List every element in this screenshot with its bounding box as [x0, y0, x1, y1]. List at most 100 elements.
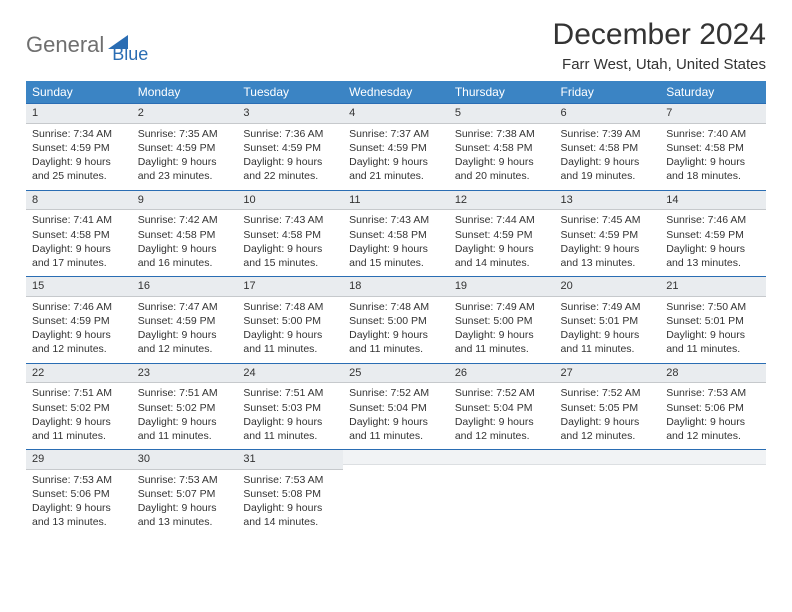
- sunset-line: Sunset: 4:59 PM: [138, 141, 232, 155]
- calendar-cell-empty: [660, 448, 766, 535]
- calendar-cell: 26Sunrise: 7:52 AMSunset: 5:04 PMDayligh…: [449, 362, 555, 449]
- calendar-cell: 24Sunrise: 7:51 AMSunset: 5:03 PMDayligh…: [237, 362, 343, 449]
- day-details: Sunrise: 7:51 AMSunset: 5:03 PMDaylight:…: [237, 383, 343, 447]
- sunset-line: Sunset: 4:59 PM: [243, 141, 337, 155]
- weekday-header: Friday: [555, 81, 661, 103]
- day-details: Sunrise: 7:38 AMSunset: 4:58 PMDaylight:…: [449, 124, 555, 188]
- sunset-line: Sunset: 4:58 PM: [32, 228, 126, 242]
- day-number: 14: [660, 190, 766, 211]
- sunset-line: Sunset: 4:59 PM: [666, 228, 760, 242]
- calendar-cell-empty: [449, 448, 555, 535]
- daylight-line: Daylight: 9 hours and 21 minutes.: [349, 155, 443, 183]
- daylight-line: Daylight: 9 hours and 22 minutes.: [243, 155, 337, 183]
- calendar-cell: 12Sunrise: 7:44 AMSunset: 4:59 PMDayligh…: [449, 189, 555, 276]
- brand-part2: Blue: [112, 44, 148, 65]
- daylight-line: Daylight: 9 hours and 18 minutes.: [666, 155, 760, 183]
- sunset-line: Sunset: 5:00 PM: [243, 314, 337, 328]
- sunrise-line: Sunrise: 7:53 AM: [32, 473, 126, 487]
- sunrise-line: Sunrise: 7:50 AM: [666, 300, 760, 314]
- sunrise-line: Sunrise: 7:53 AM: [243, 473, 337, 487]
- sunset-line: Sunset: 5:04 PM: [455, 401, 549, 415]
- sunset-line: Sunset: 4:59 PM: [32, 141, 126, 155]
- sunset-line: Sunset: 4:58 PM: [243, 228, 337, 242]
- day-number: 31: [237, 449, 343, 470]
- daylight-line: Daylight: 9 hours and 12 minutes.: [138, 328, 232, 356]
- sunset-line: Sunset: 5:02 PM: [138, 401, 232, 415]
- calendar-cell: 3Sunrise: 7:36 AMSunset: 4:59 PMDaylight…: [237, 103, 343, 189]
- calendar-cell: 16Sunrise: 7:47 AMSunset: 4:59 PMDayligh…: [132, 275, 238, 362]
- day-details: Sunrise: 7:52 AMSunset: 5:05 PMDaylight:…: [555, 383, 661, 447]
- day-number: 1: [26, 103, 132, 124]
- day-details: Sunrise: 7:53 AMSunset: 5:06 PMDaylight:…: [26, 470, 132, 534]
- day-number: 5: [449, 103, 555, 124]
- daylight-line: Daylight: 9 hours and 17 minutes.: [32, 242, 126, 270]
- sunset-line: Sunset: 4:59 PM: [32, 314, 126, 328]
- daylight-line: Daylight: 9 hours and 11 minutes.: [32, 415, 126, 443]
- brand-part1: General: [26, 32, 104, 58]
- day-number: 8: [26, 190, 132, 211]
- calendar-cell: 20Sunrise: 7:49 AMSunset: 5:01 PMDayligh…: [555, 275, 661, 362]
- sunrise-line: Sunrise: 7:48 AM: [243, 300, 337, 314]
- sunrise-line: Sunrise: 7:46 AM: [666, 213, 760, 227]
- calendar-cell: 22Sunrise: 7:51 AMSunset: 5:02 PMDayligh…: [26, 362, 132, 449]
- day-number: [555, 449, 661, 465]
- weekday-header: Sunday: [26, 81, 132, 103]
- daylight-line: Daylight: 9 hours and 12 minutes.: [32, 328, 126, 356]
- day-number: 9: [132, 190, 238, 211]
- calendar-row: 22Sunrise: 7:51 AMSunset: 5:02 PMDayligh…: [26, 362, 766, 449]
- daylight-line: Daylight: 9 hours and 15 minutes.: [349, 242, 443, 270]
- sunset-line: Sunset: 5:01 PM: [561, 314, 655, 328]
- brand-logo: General Blue: [26, 18, 148, 65]
- calendar-cell: 4Sunrise: 7:37 AMSunset: 4:59 PMDaylight…: [343, 103, 449, 189]
- calendar-cell: 19Sunrise: 7:49 AMSunset: 5:00 PMDayligh…: [449, 275, 555, 362]
- day-details: Sunrise: 7:42 AMSunset: 4:58 PMDaylight:…: [132, 210, 238, 274]
- day-details: Sunrise: 7:34 AMSunset: 4:59 PMDaylight:…: [26, 124, 132, 188]
- title-block: December 2024 Farr West, Utah, United St…: [553, 18, 766, 73]
- sunset-line: Sunset: 5:00 PM: [455, 314, 549, 328]
- sunrise-line: Sunrise: 7:53 AM: [138, 473, 232, 487]
- calendar-cell: 1Sunrise: 7:34 AMSunset: 4:59 PMDaylight…: [26, 103, 132, 189]
- location-text: Farr West, Utah, United States: [553, 56, 766, 73]
- day-number: 7: [660, 103, 766, 124]
- day-details: Sunrise: 7:53 AMSunset: 5:06 PMDaylight:…: [660, 383, 766, 447]
- calendar-cell: 6Sunrise: 7:39 AMSunset: 4:58 PMDaylight…: [555, 103, 661, 189]
- day-number: [343, 449, 449, 465]
- calendar-table: SundayMondayTuesdayWednesdayThursdayFrid…: [26, 81, 766, 536]
- day-number: 28: [660, 363, 766, 384]
- day-details: Sunrise: 7:48 AMSunset: 5:00 PMDaylight:…: [237, 297, 343, 361]
- day-number: 3: [237, 103, 343, 124]
- sunset-line: Sunset: 4:59 PM: [455, 228, 549, 242]
- sunrise-line: Sunrise: 7:34 AM: [32, 127, 126, 141]
- daylight-line: Daylight: 9 hours and 11 minutes.: [666, 328, 760, 356]
- day-details: Sunrise: 7:48 AMSunset: 5:00 PMDaylight:…: [343, 297, 449, 361]
- header: General Blue December 2024 Farr West, Ut…: [26, 18, 766, 73]
- day-number: 26: [449, 363, 555, 384]
- sunrise-line: Sunrise: 7:49 AM: [455, 300, 549, 314]
- calendar-row: 15Sunrise: 7:46 AMSunset: 4:59 PMDayligh…: [26, 275, 766, 362]
- day-number: 20: [555, 276, 661, 297]
- sunrise-line: Sunrise: 7:48 AM: [349, 300, 443, 314]
- sunrise-line: Sunrise: 7:37 AM: [349, 127, 443, 141]
- day-number: 19: [449, 276, 555, 297]
- daylight-line: Daylight: 9 hours and 12 minutes.: [455, 415, 549, 443]
- sunrise-line: Sunrise: 7:42 AM: [138, 213, 232, 227]
- sunrise-line: Sunrise: 7:49 AM: [561, 300, 655, 314]
- day-number: 12: [449, 190, 555, 211]
- day-details: Sunrise: 7:37 AMSunset: 4:59 PMDaylight:…: [343, 124, 449, 188]
- day-number: 11: [343, 190, 449, 211]
- calendar-cell: 29Sunrise: 7:53 AMSunset: 5:06 PMDayligh…: [26, 448, 132, 535]
- calendar-row: 8Sunrise: 7:41 AMSunset: 4:58 PMDaylight…: [26, 189, 766, 276]
- day-details: Sunrise: 7:52 AMSunset: 5:04 PMDaylight:…: [343, 383, 449, 447]
- day-details: Sunrise: 7:36 AMSunset: 4:59 PMDaylight:…: [237, 124, 343, 188]
- sunset-line: Sunset: 5:07 PM: [138, 487, 232, 501]
- sunrise-line: Sunrise: 7:45 AM: [561, 213, 655, 227]
- daylight-line: Daylight: 9 hours and 11 minutes.: [243, 415, 337, 443]
- day-details: Sunrise: 7:50 AMSunset: 5:01 PMDaylight:…: [660, 297, 766, 361]
- sunset-line: Sunset: 5:01 PM: [666, 314, 760, 328]
- daylight-line: Daylight: 9 hours and 12 minutes.: [561, 415, 655, 443]
- daylight-line: Daylight: 9 hours and 14 minutes.: [455, 242, 549, 270]
- day-details: Sunrise: 7:53 AMSunset: 5:07 PMDaylight:…: [132, 470, 238, 534]
- sunset-line: Sunset: 4:59 PM: [561, 228, 655, 242]
- calendar-cell: 2Sunrise: 7:35 AMSunset: 4:59 PMDaylight…: [132, 103, 238, 189]
- daylight-line: Daylight: 9 hours and 20 minutes.: [455, 155, 549, 183]
